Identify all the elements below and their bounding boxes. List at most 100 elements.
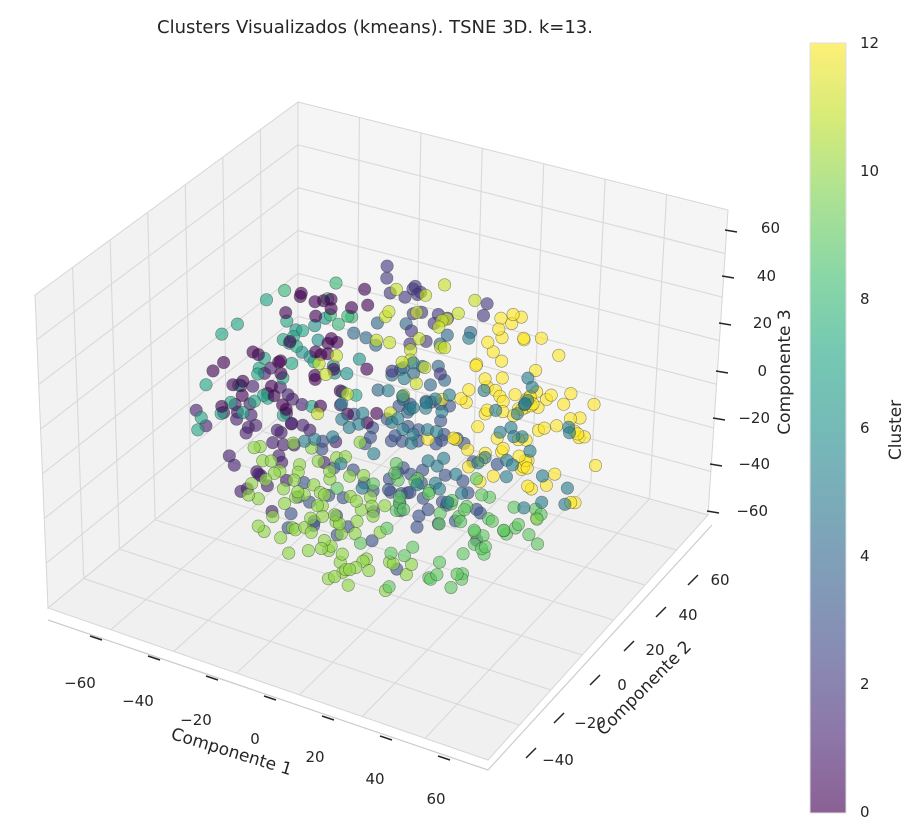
colorbar-tick-label: 10 bbox=[860, 162, 879, 180]
scatter-point bbox=[391, 412, 405, 426]
colorbar-tick-label: 8 bbox=[860, 290, 870, 308]
grid-line bbox=[83, 578, 520, 726]
y-tick-label: 0 bbox=[617, 676, 627, 694]
y-axis-line bbox=[487, 524, 713, 771]
scatter-point bbox=[496, 441, 510, 455]
x-tick-mark bbox=[321, 715, 335, 721]
scatter-point bbox=[480, 297, 494, 311]
colorbar-label: Cluster bbox=[886, 400, 906, 460]
scatter-point bbox=[235, 388, 249, 402]
scatter-point bbox=[353, 435, 367, 449]
x-tick-label: −20 bbox=[180, 711, 212, 729]
scatter-point bbox=[397, 372, 411, 386]
scatter-point bbox=[398, 290, 412, 304]
scatter-point bbox=[215, 399, 229, 413]
scatter-point bbox=[534, 331, 548, 345]
scatter-point bbox=[535, 495, 549, 509]
scatter-point bbox=[535, 469, 549, 483]
scatter-point bbox=[329, 276, 343, 290]
scatter-point bbox=[494, 311, 508, 325]
scatter-point bbox=[419, 396, 433, 410]
scatter-point bbox=[388, 466, 402, 480]
scatter-point bbox=[274, 366, 288, 380]
scatter-point bbox=[418, 360, 432, 374]
scatter-point bbox=[385, 364, 399, 378]
scatter-point bbox=[383, 336, 397, 350]
scatter-point bbox=[278, 283, 292, 297]
scatter-point bbox=[247, 441, 261, 455]
scatter-point bbox=[382, 580, 396, 594]
scatter-point bbox=[507, 430, 521, 444]
scatter-point bbox=[308, 432, 322, 446]
scatter-point bbox=[370, 406, 384, 420]
y-tick-mark bbox=[655, 606, 667, 618]
scatter-point bbox=[520, 461, 534, 475]
scatter-point bbox=[422, 487, 436, 501]
scatter-point bbox=[308, 295, 322, 309]
scatter-point bbox=[523, 444, 537, 458]
scatter-point bbox=[341, 578, 355, 592]
scatter-point bbox=[550, 419, 564, 433]
grid-line bbox=[297, 230, 720, 342]
scatter-point bbox=[217, 355, 231, 369]
scatter-point bbox=[477, 383, 491, 397]
scatter-point bbox=[397, 549, 411, 563]
scatter-point bbox=[406, 540, 420, 554]
scatter-point bbox=[347, 326, 361, 340]
scatter-point bbox=[386, 557, 400, 571]
scatter-point bbox=[380, 271, 394, 285]
z-tick-label: −40 bbox=[738, 455, 770, 473]
colorbar-tick-label: 6 bbox=[860, 419, 870, 437]
scatter-point bbox=[301, 544, 315, 558]
scatter-point bbox=[381, 483, 395, 497]
grid-line bbox=[38, 187, 299, 385]
scatter-point bbox=[222, 449, 236, 463]
scatter-point bbox=[462, 331, 476, 345]
scatter-point bbox=[283, 334, 297, 348]
y-axis-label: Componente 2 bbox=[593, 637, 696, 740]
scatter-point bbox=[506, 307, 520, 321]
grid-line bbox=[154, 519, 583, 656]
scatter-point bbox=[437, 451, 451, 465]
colorbar-tick-label: 2 bbox=[860, 675, 870, 693]
scatter-point bbox=[471, 420, 485, 434]
x-ticks: −60 −40 −20 0 20 40 60 bbox=[64, 635, 451, 808]
scatter-point bbox=[493, 425, 507, 439]
scatter-point bbox=[344, 301, 358, 315]
z-ticks: 60 40 20 0 −20 −40 −60 bbox=[706, 219, 780, 520]
grid-line bbox=[109, 239, 120, 550]
z-tick-label: −20 bbox=[738, 409, 770, 427]
scatter-point bbox=[430, 568, 444, 582]
colorbar-tick-label: 12 bbox=[860, 34, 879, 52]
x-axis-label: Componente 1 bbox=[169, 724, 295, 780]
scatter-point bbox=[264, 454, 278, 468]
scatter-point bbox=[330, 481, 344, 495]
scatter-point bbox=[266, 436, 280, 450]
grid-lines bbox=[36, 117, 726, 739]
colorbar-tick-label: 0 bbox=[860, 803, 870, 821]
scatter-point bbox=[245, 477, 259, 491]
scatter-point bbox=[380, 521, 394, 535]
scatter-point bbox=[329, 349, 343, 363]
x-tick-label: 60 bbox=[426, 790, 445, 808]
x-tick-mark bbox=[437, 755, 451, 761]
scatter-point bbox=[521, 479, 535, 493]
scatter-point bbox=[530, 537, 544, 551]
z-tick-mark bbox=[709, 463, 723, 467]
scatter-point bbox=[381, 384, 395, 398]
scatter-point bbox=[264, 379, 278, 393]
scatter-point bbox=[475, 488, 489, 502]
scatter-points bbox=[189, 259, 602, 597]
x-tick-label: 20 bbox=[305, 748, 324, 766]
grid-line bbox=[36, 144, 299, 341]
scatter-point bbox=[457, 503, 471, 517]
scatter-point bbox=[449, 467, 463, 481]
scatter-point bbox=[191, 423, 205, 437]
scatter-point bbox=[517, 501, 531, 515]
scatter-point bbox=[226, 378, 240, 392]
scatter-point bbox=[294, 286, 308, 300]
scatter-point bbox=[471, 456, 485, 470]
grid-line bbox=[361, 482, 592, 717]
scatter-point bbox=[406, 356, 420, 370]
grid-line bbox=[648, 194, 668, 499]
